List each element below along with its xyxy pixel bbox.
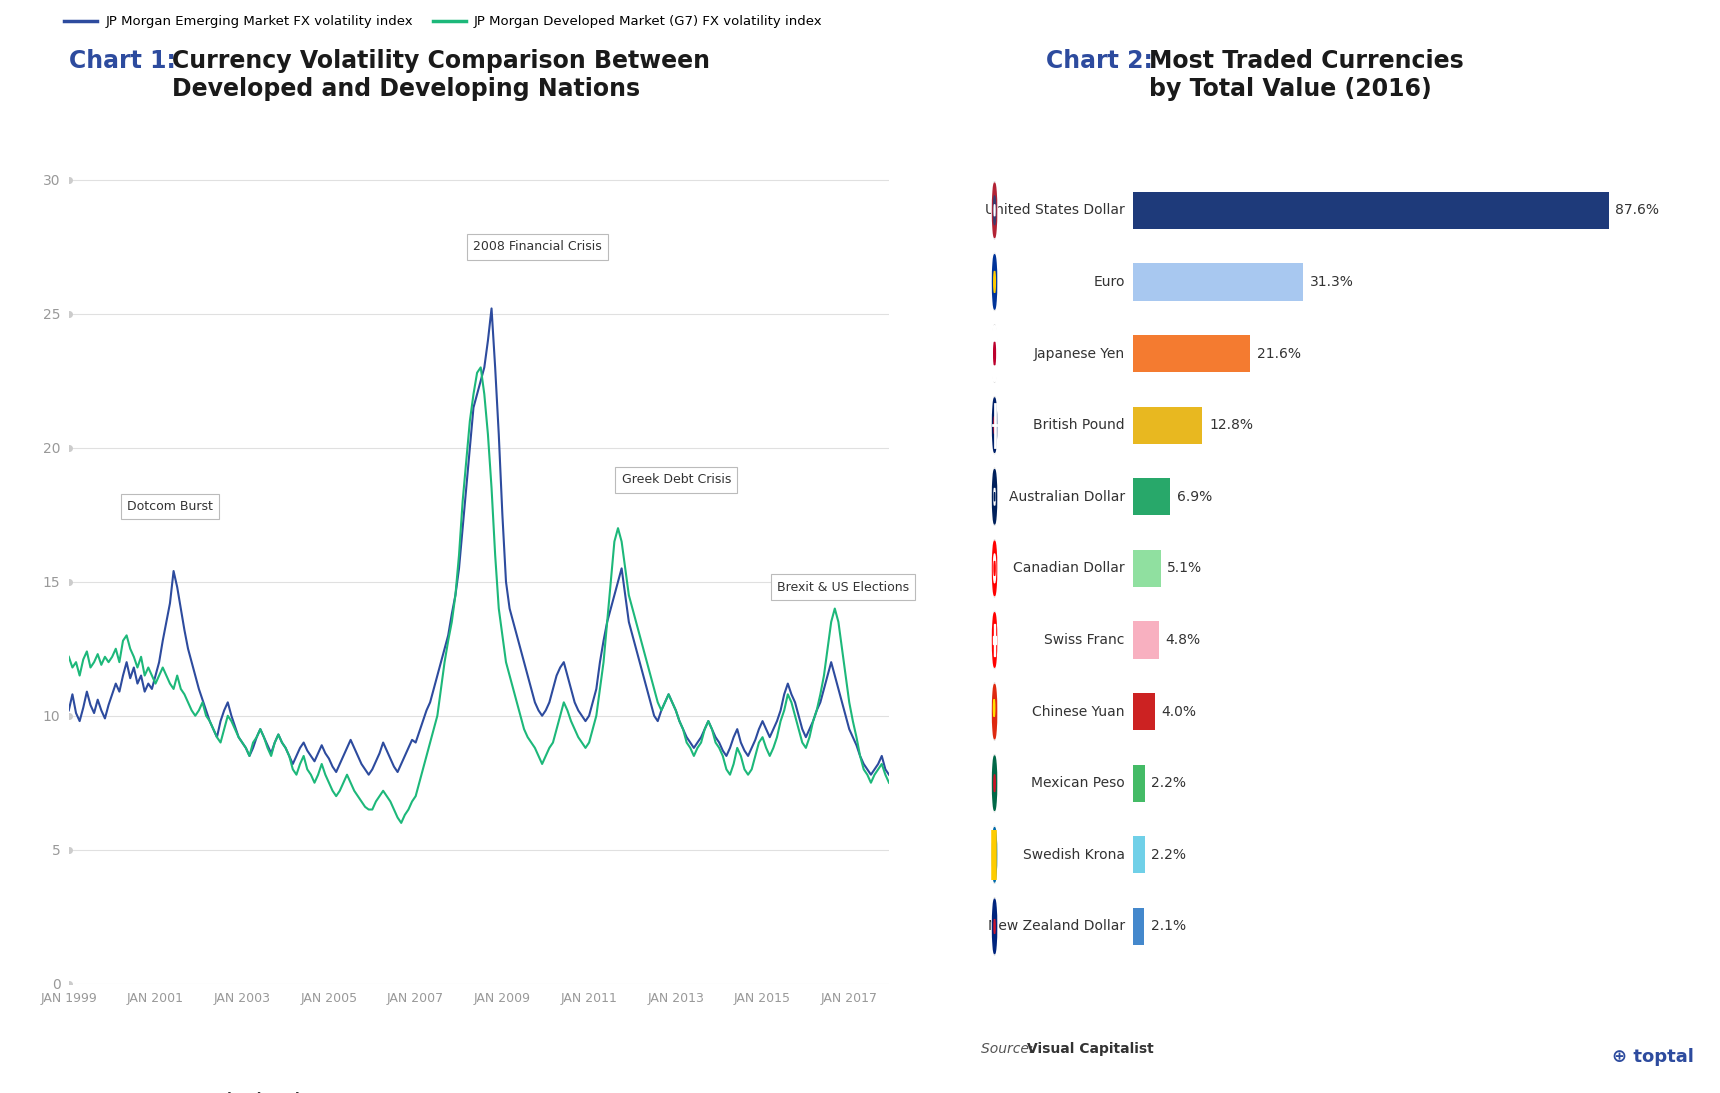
- Bar: [1133, 407, 1202, 444]
- Circle shape: [992, 684, 996, 739]
- Text: Swiss Franc: Swiss Franc: [1044, 633, 1125, 647]
- Text: 4.0%: 4.0%: [1161, 705, 1195, 718]
- Text: Legg Mason, via Bloomberg: Legg Mason, via Bloomberg: [114, 1092, 330, 1093]
- Bar: [1133, 334, 1250, 372]
- Text: British Pound: British Pound: [1034, 419, 1125, 432]
- Text: Greek Debt Crisis: Greek Debt Crisis: [621, 473, 731, 486]
- Text: Most Traded Currencies
by Total Value (2016): Most Traded Currencies by Total Value (2…: [1149, 49, 1464, 101]
- Bar: [1133, 478, 1171, 516]
- Text: Source:: Source:: [69, 1092, 126, 1093]
- Text: New Zealand Dollar: New Zealand Dollar: [987, 919, 1125, 933]
- Text: 87.6%: 87.6%: [1615, 203, 1660, 218]
- Text: Chinese Yuan: Chinese Yuan: [1032, 705, 1125, 718]
- Text: Swedish Krona: Swedish Krona: [1023, 848, 1125, 861]
- Circle shape: [992, 613, 996, 667]
- Bar: [1133, 765, 1146, 802]
- Text: Australian Dollar: Australian Dollar: [1008, 490, 1125, 504]
- Text: Japanese Yen: Japanese Yen: [1034, 346, 1125, 361]
- Text: Euro: Euro: [1094, 275, 1125, 289]
- Text: 2.1%: 2.1%: [1151, 919, 1187, 933]
- Bar: [1133, 621, 1159, 659]
- Circle shape: [994, 342, 996, 365]
- Text: 12.8%: 12.8%: [1209, 419, 1252, 432]
- Text: 31.3%: 31.3%: [1309, 275, 1354, 289]
- Circle shape: [992, 398, 996, 453]
- Circle shape: [994, 554, 996, 583]
- Circle shape: [992, 398, 996, 453]
- Circle shape: [992, 541, 996, 596]
- Text: Dotcom Burst: Dotcom Burst: [127, 501, 213, 514]
- Text: ⊕ toptal: ⊕ toptal: [1612, 1048, 1694, 1066]
- Bar: [1133, 550, 1161, 587]
- Circle shape: [994, 196, 996, 225]
- Text: 6.9%: 6.9%: [1176, 490, 1213, 504]
- Bar: [994, 636, 996, 644]
- Circle shape: [992, 613, 996, 667]
- Text: 5.1%: 5.1%: [1168, 562, 1202, 575]
- Circle shape: [992, 327, 996, 380]
- Circle shape: [992, 756, 996, 810]
- Text: Brexit & US Elections: Brexit & US Elections: [777, 580, 910, 593]
- Circle shape: [992, 255, 996, 309]
- Circle shape: [992, 684, 996, 739]
- Bar: [1133, 908, 1144, 945]
- Text: 2.2%: 2.2%: [1151, 776, 1187, 790]
- Circle shape: [992, 184, 996, 237]
- Legend: JP Morgan Emerging Market FX volatility index, JP Morgan Developed Market (G7) F: JP Morgan Emerging Market FX volatility …: [58, 10, 827, 34]
- Circle shape: [992, 827, 996, 882]
- Text: 2008 Financial Crisis: 2008 Financial Crisis: [473, 240, 602, 254]
- Text: 21.6%: 21.6%: [1257, 346, 1300, 361]
- Circle shape: [992, 756, 996, 810]
- Circle shape: [992, 470, 996, 524]
- Circle shape: [992, 900, 996, 953]
- Circle shape: [992, 327, 996, 380]
- Bar: [1133, 693, 1154, 730]
- Circle shape: [992, 470, 996, 524]
- Text: Chart 2:: Chart 2:: [1046, 49, 1161, 73]
- Text: Visual Capitalist: Visual Capitalist: [1027, 1042, 1154, 1056]
- Text: 2.2%: 2.2%: [1151, 848, 1187, 861]
- Text: 4.8%: 4.8%: [1166, 633, 1201, 647]
- Text: Chart 1:: Chart 1:: [69, 49, 184, 73]
- Text: Canadian Dollar: Canadian Dollar: [1013, 562, 1125, 575]
- Bar: [1133, 191, 1608, 228]
- Circle shape: [992, 541, 996, 596]
- Circle shape: [992, 184, 996, 237]
- Bar: [1133, 836, 1146, 873]
- Circle shape: [992, 827, 996, 882]
- Circle shape: [992, 900, 996, 953]
- Circle shape: [992, 255, 996, 309]
- Text: Source:: Source:: [980, 1042, 1037, 1056]
- Text: United States Dollar: United States Dollar: [986, 203, 1125, 218]
- Text: Currency Volatility Comparison Between
Developed and Developing Nations: Currency Volatility Comparison Between D…: [172, 49, 710, 101]
- Text: Mexican Peso: Mexican Peso: [1030, 776, 1125, 790]
- Bar: [1133, 263, 1304, 301]
